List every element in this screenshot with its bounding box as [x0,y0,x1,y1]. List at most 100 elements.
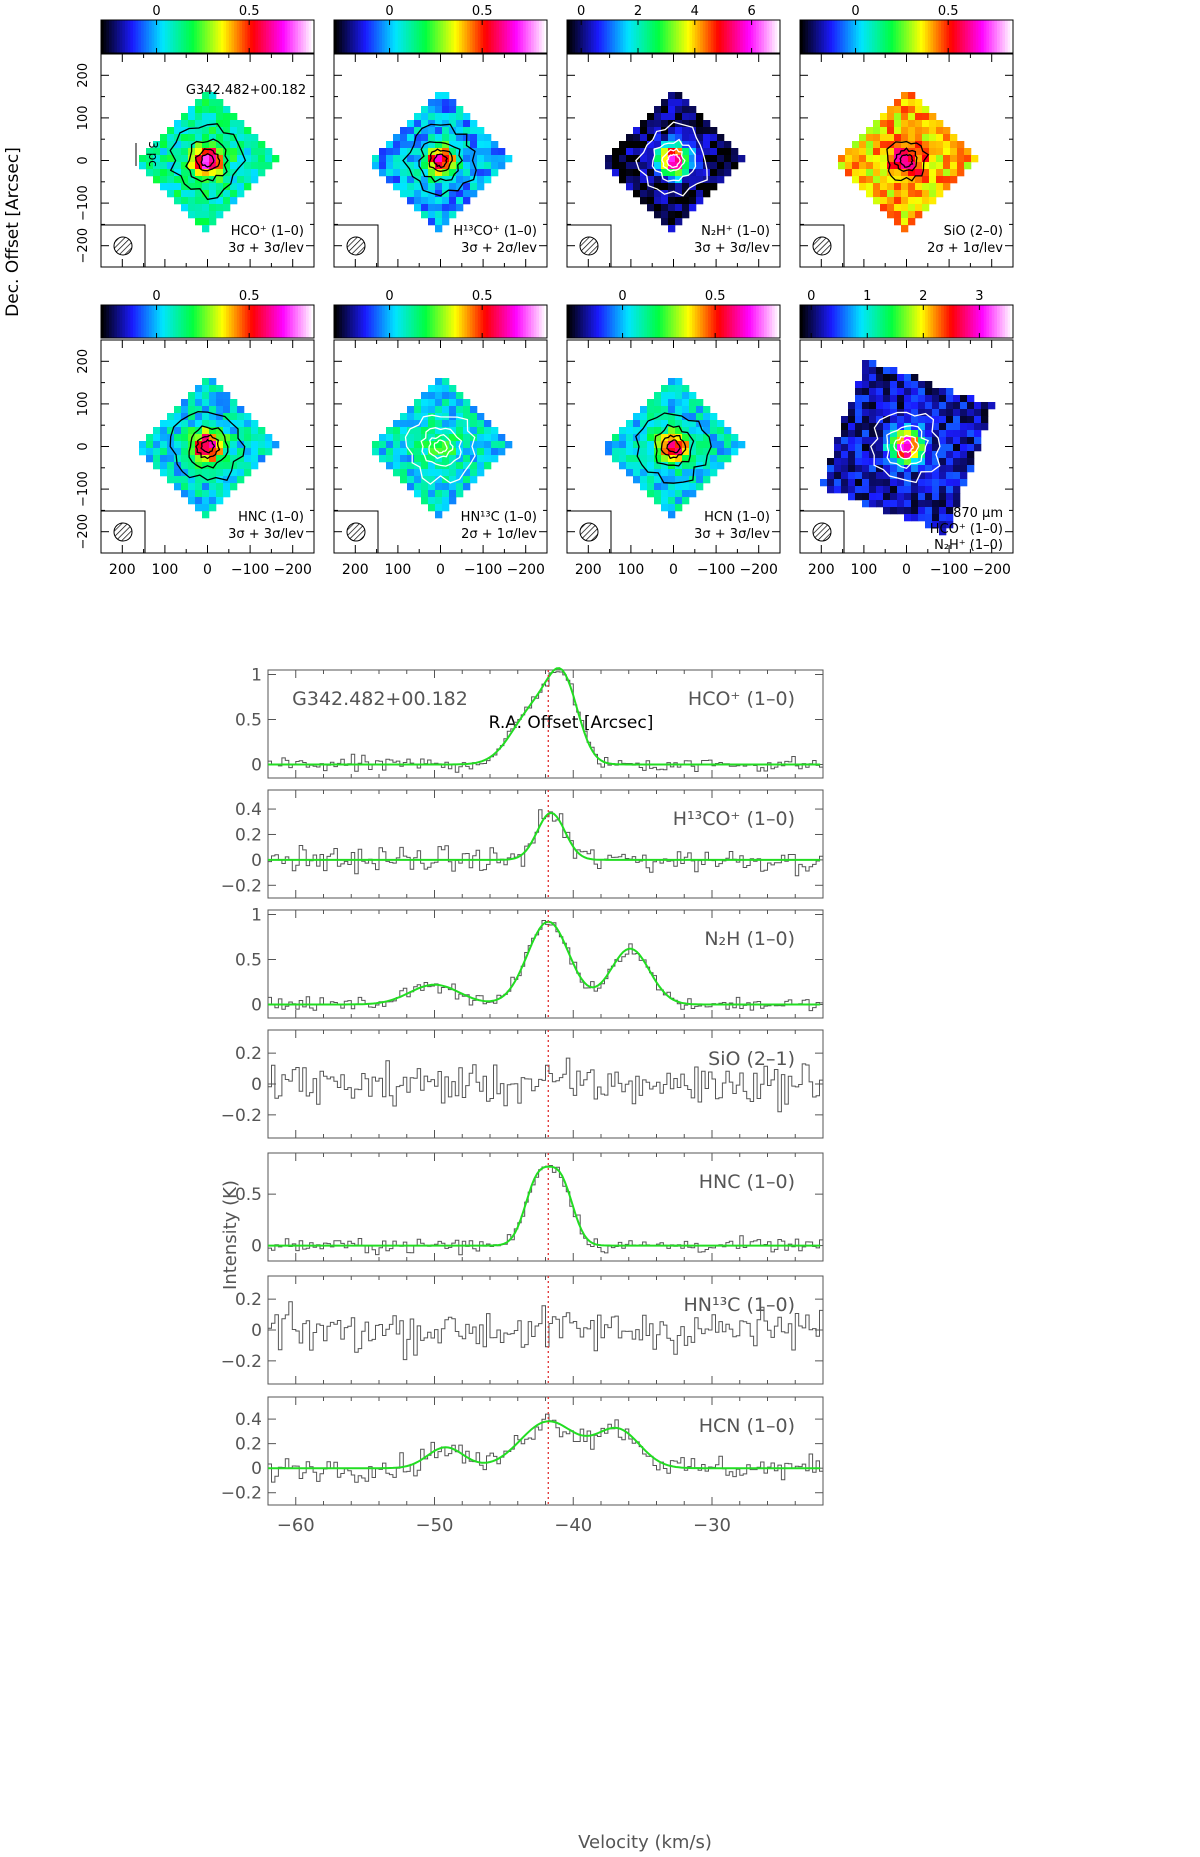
colorbar-segment [255,305,259,338]
contour-level [195,434,221,460]
map-pixel [696,441,704,449]
colorbar-segment [453,20,458,53]
map-pixel [862,479,870,487]
map-pixel [160,441,168,449]
map-pixel [925,458,933,466]
colorbar-segment [949,20,953,53]
map-pixel [904,451,912,459]
map-pixel [862,500,870,508]
colorbar-segment [636,305,640,338]
colorbar-segment [363,20,367,53]
map-pixel [244,441,252,449]
map-pixel [230,406,238,414]
map-pixel [710,176,718,184]
map-pixel [407,155,415,163]
y-tick-label: −100 [76,471,91,507]
colorbar-segment [620,305,624,338]
map-pixel [915,148,923,156]
map-pixel [668,378,676,386]
map-pixel [456,169,464,177]
map-pixel [188,483,196,491]
map-pixel [230,141,238,149]
map-pixel [932,444,940,452]
map-pixel [209,190,217,198]
map-pixel [640,469,648,477]
map-pixel [661,127,669,135]
colorbar-segment [287,305,291,338]
map-pixel [456,141,464,149]
map-pixel [181,162,189,170]
colorbar-segment [590,20,595,53]
map-pixel [167,176,175,184]
contour-level [886,140,930,182]
map-pixel [957,155,965,163]
colorbar-segment [381,20,386,53]
colorbar-segment [890,305,894,338]
x-tick-label: 100 [152,562,179,578]
map-pixel [421,406,429,414]
map-pixel [449,169,457,177]
map-pixel [894,190,902,198]
map-pixel [470,434,478,442]
colorbar-segment [689,20,693,53]
map-pixel [950,148,958,156]
colorbar-segment [999,20,1003,53]
map-pixel [904,381,912,389]
colorbar-segment [172,305,177,338]
map-pixel [209,413,217,421]
contour-level [899,439,914,454]
map-pixel [696,399,704,407]
map-pixel [668,385,676,393]
map-pixel [202,406,210,414]
map-pixel [491,441,499,449]
colorbar-segment [914,305,918,338]
colorbar-segment [726,20,731,53]
map-pixel [195,204,203,212]
map-pixel [414,455,422,463]
map-pixel [626,141,634,149]
colorbar-segment [183,305,187,338]
map-pixel [258,434,266,442]
map-pixel [675,469,683,477]
colorbar-segment [845,20,849,53]
colorbar-hco: 0 0.5 [100,4,315,54]
map-pixel [876,388,884,396]
colorbar-segment [397,20,402,53]
map-pixel [675,197,683,205]
colorbar-segment [467,20,471,53]
colorbar-segment [898,20,902,53]
colorbar-segment [967,20,971,53]
colorbar-segment [692,20,696,53]
map-pixel [435,218,443,226]
map-pixel [640,190,648,198]
map-pixel [682,106,690,114]
map-pixel [661,197,669,205]
colorbar-segment [517,20,521,53]
map-pixel [619,176,627,184]
map-pixel [869,500,877,508]
colorbar-segment [818,20,822,53]
colorbar-segment [148,20,153,53]
colorbar-segment [1005,20,1009,53]
map-pixel [181,399,189,407]
map-pixel [223,120,231,128]
colorbar-segment [917,20,921,53]
map-pixel [668,148,676,156]
colorbar-segment [729,305,733,338]
map-pixel [612,448,620,456]
colorbar-segment [371,305,375,338]
contour-level [420,427,463,467]
map-pixel [209,385,217,393]
map-pixel [950,141,958,149]
map-pixel [379,441,387,449]
map-pixel [859,162,867,170]
map-pixel [675,141,683,149]
map-pixel [223,134,231,142]
colorbar-tick-label: 0.5 [472,4,493,19]
map-pixel [873,183,881,191]
map-pixel [470,183,478,191]
colorbar-segment [959,20,964,53]
colorbar-segment [580,20,584,53]
map-pixel [442,211,450,219]
map-pixel [393,420,401,428]
